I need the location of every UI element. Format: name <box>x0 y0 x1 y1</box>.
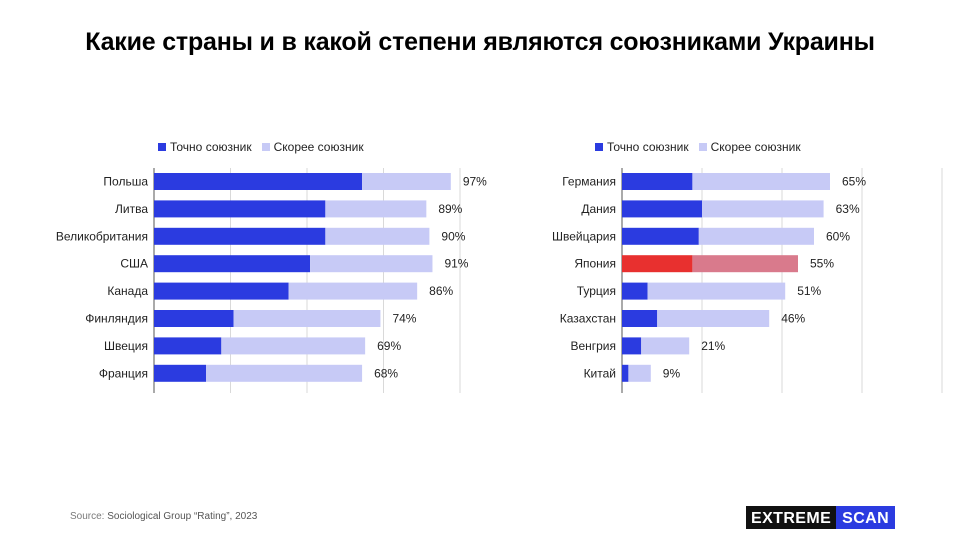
legend-label-likely: Скорее союзник <box>710 140 801 154</box>
category-label: Япония <box>574 257 616 271</box>
bar-segment-definite <box>154 282 289 300</box>
legend-item-definite: Точно союзник <box>595 140 689 154</box>
bar-segment-likely <box>325 200 427 218</box>
legend-swatch-likely <box>698 143 707 151</box>
total-label: 63% <box>836 202 860 216</box>
total-label: 9% <box>663 366 681 380</box>
category-label: Великобритания <box>56 229 148 243</box>
total-label: 55% <box>810 257 834 271</box>
total-label: 74% <box>392 312 416 326</box>
bar-segment-likely <box>698 227 814 245</box>
bar-segment-likely <box>692 173 830 190</box>
category-label: Канада <box>107 284 148 298</box>
total-label: 46% <box>781 312 805 326</box>
bar-segment-likely <box>657 310 770 327</box>
total-label: 21% <box>701 339 725 353</box>
total-label: 97% <box>463 175 487 189</box>
bar-segment-likely <box>362 173 451 190</box>
category-label: Венгрия <box>570 339 616 353</box>
category-label: Польша <box>103 175 148 189</box>
bar-segment-definite <box>154 364 207 382</box>
category-label: Швейцария <box>552 229 616 243</box>
legend-label-definite: Точно союзник <box>170 140 252 154</box>
category-label: Литва <box>115 202 148 216</box>
bar-segment-likely <box>310 255 433 273</box>
bar-segment-definite <box>622 255 693 273</box>
bar-segment-definite <box>622 282 648 300</box>
logo-part-1: EXTREME <box>746 506 837 529</box>
legend-item-likely: Скорее союзник <box>261 140 364 154</box>
source-label: Source: <box>70 511 105 522</box>
bar-segment-likely <box>206 364 363 382</box>
bar-segment-likely <box>647 282 786 300</box>
bar-segment-definite <box>622 173 693 190</box>
extreme-scan-logo: EXTREME SCAN <box>746 506 896 529</box>
category-label: Финляндия <box>85 312 148 326</box>
source-text: Sociological Group “Rating”, 2023 <box>107 511 258 522</box>
bar-segment-definite <box>154 173 363 190</box>
legend-item-definite: Точно союзник <box>158 140 252 154</box>
category-label: Казахстан <box>560 312 616 326</box>
legend-swatch-definite <box>595 143 603 151</box>
category-label: Франция <box>99 366 148 380</box>
bar-segment-definite <box>154 227 326 245</box>
bar-chart-right: Германия 65% Дания 63% Швейцария 60% Япония 55%… <box>552 168 943 393</box>
category-label: США <box>120 257 148 271</box>
bar-segment-definite <box>154 255 311 273</box>
legend-swatch-definite <box>158 143 166 151</box>
source-note: Source: Sociological Group “Rating”, 202… <box>70 511 257 522</box>
legend-item-likely: Скорее союзник <box>698 140 801 154</box>
bar-segment-definite <box>154 310 234 327</box>
bar-chart-left: Польша 97% Литва 89% Великобритания 90% США 91%… <box>56 168 487 393</box>
category-label: Дания <box>581 202 616 216</box>
category-label: Германия <box>562 175 616 189</box>
total-label: 68% <box>374 366 398 380</box>
bar-segment-likely <box>325 227 430 245</box>
bar-segment-definite <box>154 337 222 355</box>
total-label: 86% <box>429 284 453 298</box>
bar-segment-likely <box>288 282 418 300</box>
legend: Точно союзник Скорее союзник <box>158 140 364 154</box>
total-label: 65% <box>842 175 866 189</box>
total-label: 90% <box>441 229 465 243</box>
total-label: 91% <box>444 257 468 271</box>
bar-segment-likely <box>692 255 798 273</box>
legend: Точно союзник Скорее союзник <box>595 140 801 154</box>
chart-right: Точно союзник Скорее союзник Германия 65%… <box>508 128 943 400</box>
bar-segment-definite <box>622 310 658 327</box>
bar-segment-likely <box>641 337 690 355</box>
bar-segment-definite <box>622 364 629 382</box>
chart-left: Точно союзник Скорее союзник Польша 97% Ли… <box>40 128 487 400</box>
category-label: Швеция <box>104 339 148 353</box>
bar-segment-likely <box>221 337 366 355</box>
legend-swatch-likely <box>261 143 270 151</box>
total-label: 60% <box>826 229 850 243</box>
chart-title: Какие страны и в какой степени являются … <box>85 28 875 56</box>
bar-segment-likely <box>702 200 824 218</box>
legend-label-definite: Точно союзник <box>607 140 689 154</box>
category-label: Китай <box>584 366 616 380</box>
total-label: 51% <box>797 284 821 298</box>
bar-segment-definite <box>622 200 702 218</box>
bar-segment-definite <box>622 227 699 245</box>
bar-segment-definite <box>154 200 326 218</box>
bar-segment-definite <box>622 337 642 355</box>
bar-segment-likely <box>628 364 651 382</box>
total-label: 89% <box>438 202 462 216</box>
category-label: Турция <box>577 284 616 298</box>
legend-label-likely: Скорее союзник <box>273 140 364 154</box>
total-label: 69% <box>377 339 401 353</box>
logo-part-2: SCAN <box>836 506 896 529</box>
bar-segment-likely <box>233 310 381 327</box>
